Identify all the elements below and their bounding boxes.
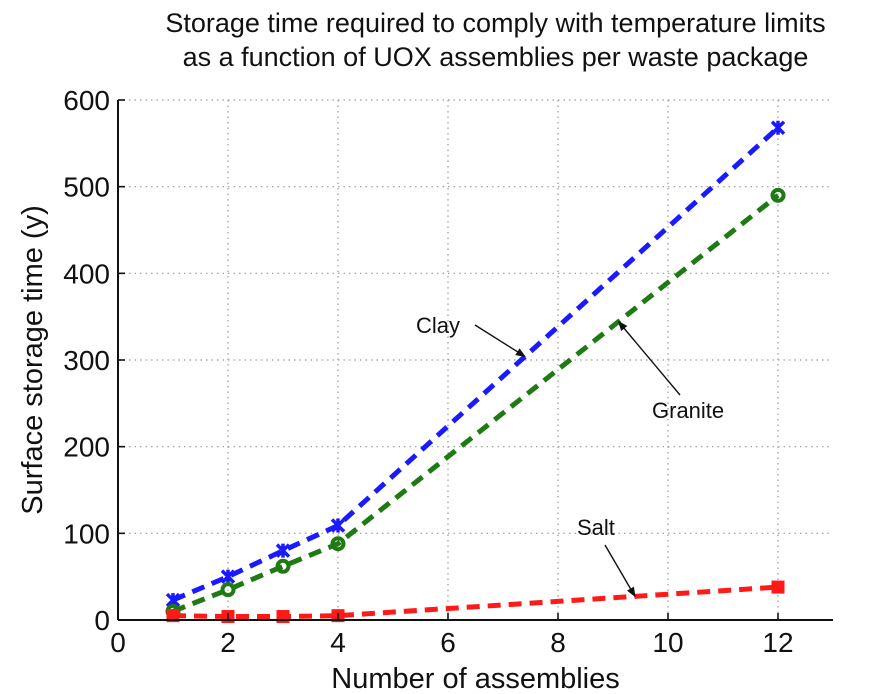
series-line-salt (172, 584, 779, 620)
x-tick-label: 12 (762, 627, 793, 658)
chart-title-line: Storage time required to comply with tem… (165, 8, 825, 38)
annotation-arrow-clay (474, 324, 526, 358)
y-tick-label: 200 (63, 432, 110, 463)
data-point (275, 558, 291, 574)
series-clay (165, 120, 786, 608)
annotation-clay: Clay (416, 313, 460, 338)
x-tick-label: 2 (220, 627, 236, 658)
data-point (330, 518, 346, 533)
annotation-arrow-salt (604, 544, 636, 598)
y-tick-label: 100 (63, 518, 110, 549)
annotation-salt: Salt (577, 515, 615, 540)
data-point (275, 543, 291, 558)
axes (117, 99, 833, 621)
x-tick-label: 8 (550, 627, 566, 658)
data-point (770, 120, 786, 135)
x-tick-label: 0 (110, 627, 126, 658)
y-tick-label: 300 (63, 345, 110, 376)
series-line-clay (172, 125, 780, 603)
y-tick-label: 500 (63, 172, 110, 203)
y-tick-label: 600 (63, 85, 110, 116)
x-axis-label: Number of assemblies (331, 663, 620, 694)
y-axis-label: Surface storage time (y) (17, 205, 49, 514)
series-layer (165, 120, 786, 624)
series-line-granite (172, 193, 780, 614)
text-layer: 0 2 4 6 8 10 12 0 100 200 300 400 500 600 Storage time… (17, 8, 826, 694)
x-tick-label: 4 (330, 627, 346, 658)
annotation-arrow-granite (617, 320, 681, 396)
data-point (220, 582, 236, 598)
data-point (771, 580, 785, 594)
data-point (770, 187, 786, 203)
series-salt (166, 580, 785, 624)
x-tick-label: 10 (652, 627, 683, 658)
data-point (166, 609, 180, 623)
chart-title-line: as a function of UOX assemblies per wast… (183, 42, 809, 72)
y-tick-label: 0 (94, 605, 110, 636)
data-point (220, 569, 236, 584)
y-tick-label: 400 (63, 258, 110, 289)
x-tick-label: 6 (440, 627, 456, 658)
data-point (330, 536, 346, 552)
annotation-granite: Granite (652, 398, 724, 423)
grid (118, 99, 833, 620)
